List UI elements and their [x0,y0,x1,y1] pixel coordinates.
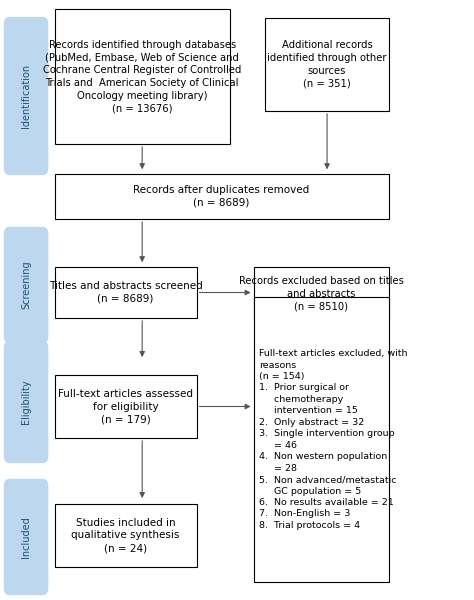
FancyBboxPatch shape [254,267,389,321]
Text: Records identified through databases
(PubMed, Embase, Web of Science and
Cochran: Records identified through databases (Pu… [43,40,241,113]
FancyBboxPatch shape [55,504,197,567]
Text: Full-text articles excluded, with
reasons
(n = 154)
1.  Prior surgical or
     c: Full-text articles excluded, with reason… [259,349,408,530]
Text: Eligibility: Eligibility [21,380,31,424]
FancyBboxPatch shape [4,341,48,463]
FancyBboxPatch shape [55,375,197,438]
Text: Records after duplicates removed
(n = 8689): Records after duplicates removed (n = 86… [134,185,310,208]
FancyBboxPatch shape [55,174,389,219]
FancyBboxPatch shape [265,18,389,111]
FancyBboxPatch shape [254,297,389,582]
FancyBboxPatch shape [55,9,230,144]
FancyBboxPatch shape [55,267,197,318]
Text: Additional records
identified through other
sources
(n = 351): Additional records identified through ot… [267,40,387,89]
Text: Titles and abstracts screened
(n = 8689): Titles and abstracts screened (n = 8689) [49,281,202,304]
Text: Included: Included [21,516,31,558]
FancyBboxPatch shape [4,227,48,343]
FancyBboxPatch shape [4,17,48,175]
Text: Screening: Screening [21,260,31,310]
Text: Studies included in
qualitative synthesis
(n = 24): Studies included in qualitative synthesi… [72,518,180,553]
FancyBboxPatch shape [4,479,48,595]
Text: Full-text articles assessed
for eligibility
(n = 179): Full-text articles assessed for eligibil… [58,389,193,424]
Text: Identification: Identification [21,64,31,128]
Text: Records excluded based on titles
and abstracts
(n = 8510): Records excluded based on titles and abs… [239,276,403,312]
